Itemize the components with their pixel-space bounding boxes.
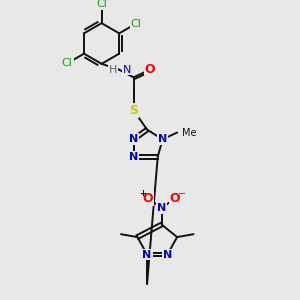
Text: +: + <box>139 189 146 198</box>
Text: N: N <box>163 250 172 260</box>
Text: H: H <box>109 64 117 75</box>
Text: Me: Me <box>182 128 196 137</box>
Text: N: N <box>142 250 152 260</box>
Text: N: N <box>129 134 138 144</box>
Text: Cl: Cl <box>62 58 73 68</box>
Text: O: O <box>143 192 153 205</box>
Text: −: − <box>178 188 186 199</box>
Text: O: O <box>145 63 155 76</box>
Text: N: N <box>123 64 131 75</box>
Text: S: S <box>129 104 138 117</box>
Text: Cl: Cl <box>130 19 141 29</box>
Text: N: N <box>157 203 166 213</box>
Text: O: O <box>170 192 181 205</box>
Text: N: N <box>158 134 167 144</box>
Text: Cl: Cl <box>96 0 107 9</box>
Text: N: N <box>129 152 138 162</box>
